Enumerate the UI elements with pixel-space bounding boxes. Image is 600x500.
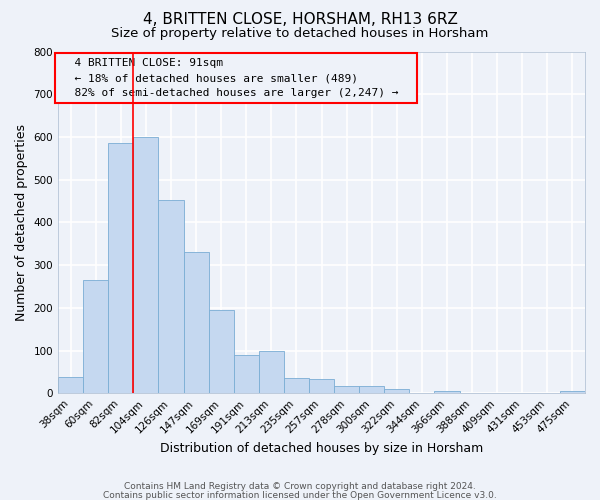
Bar (133, 137, 158, 394)
Bar (384, 389, 409, 394)
Text: Contains HM Land Registry data © Crown copyright and database right 2024.: Contains HM Land Registry data © Crown c… (124, 482, 476, 491)
Bar (184, 252, 209, 394)
Bar (434, 391, 460, 394)
Text: Size of property relative to detached houses in Horsham: Size of property relative to detached ho… (112, 28, 488, 40)
X-axis label: Distribution of detached houses by size in Horsham: Distribution of detached houses by size … (160, 442, 483, 455)
Text: 4 BRITTEN CLOSE: 91sqm
  ← 18% of detached houses are smaller (489)
  82% of sem: 4 BRITTEN CLOSE: 91sqm ← 18% of detached… (61, 58, 412, 98)
Bar (560, 391, 585, 394)
Bar (58, 377, 83, 394)
Bar (158, 200, 184, 394)
Bar (209, 310, 233, 394)
Text: 4, BRITTEN CLOSE, HORSHAM, RH13 6RZ: 4, BRITTEN CLOSE, HORSHAM, RH13 6RZ (143, 12, 457, 28)
Bar (334, 386, 359, 394)
Bar (108, 144, 133, 394)
Bar (233, 355, 259, 394)
Text: Contains public sector information licensed under the Open Government Licence v3: Contains public sector information licen… (103, 490, 497, 500)
Y-axis label: Number of detached properties: Number of detached properties (15, 124, 28, 321)
Bar (359, 386, 384, 394)
Bar (259, 350, 284, 394)
Bar (284, 378, 309, 394)
Bar (83, 280, 108, 394)
Bar (309, 379, 334, 394)
